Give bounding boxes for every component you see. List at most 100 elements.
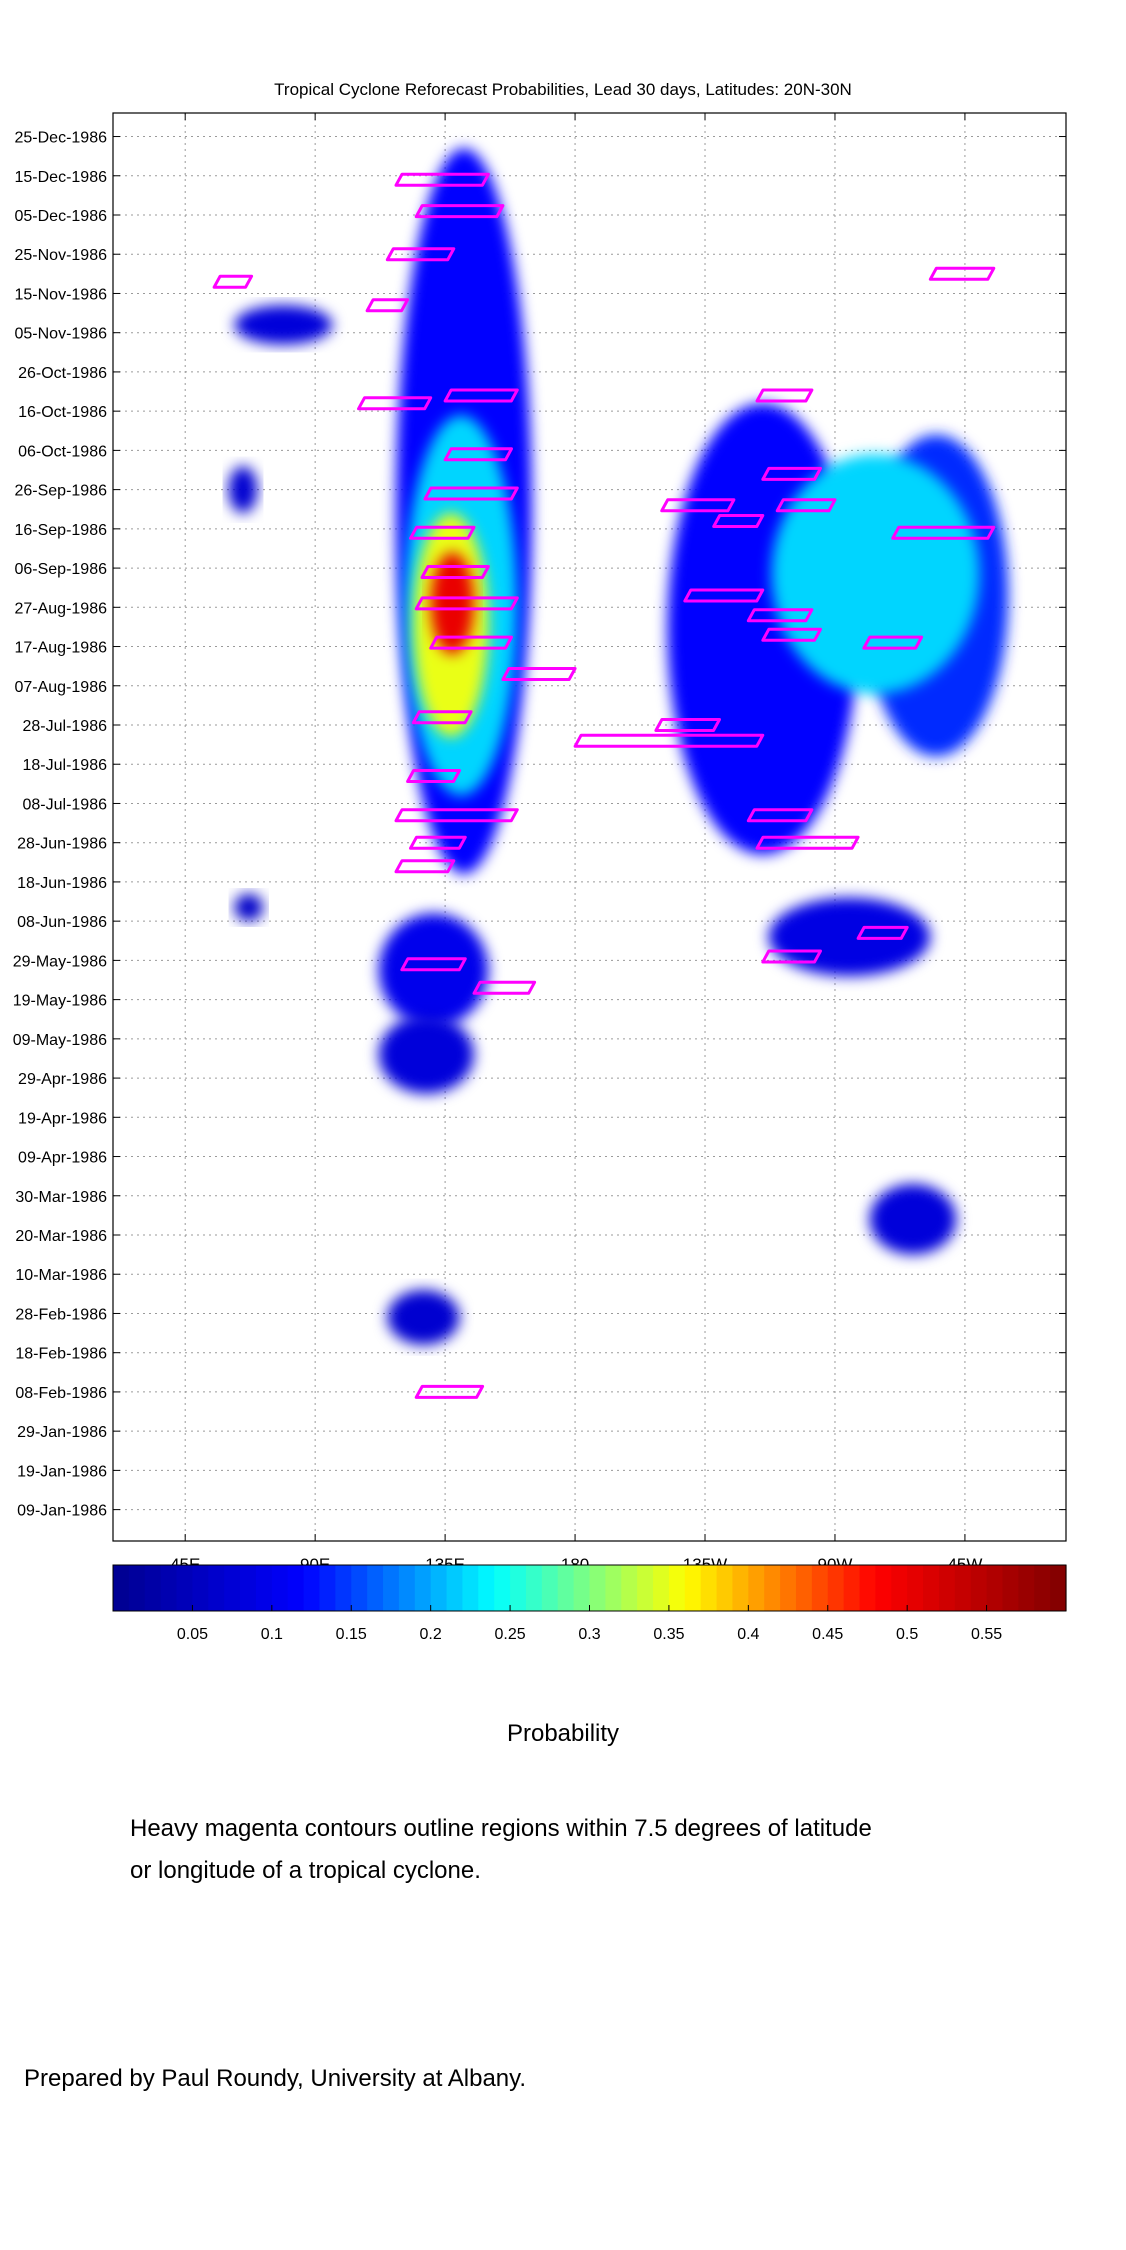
colorbar-segment <box>319 1565 336 1611</box>
colorbar-segment <box>430 1565 448 1611</box>
tc-contour <box>394 859 456 874</box>
y-tick-label: 19-May-1986 <box>13 993 107 1010</box>
probability-region <box>771 454 980 694</box>
y-tick-label: 15-Dec-1986 <box>15 169 108 186</box>
plot-frame <box>112 112 1067 1542</box>
tc-contour <box>928 266 996 281</box>
colorbar-segment <box>113 1565 130 1611</box>
colorbar-segment <box>653 1565 670 1611</box>
y-tick-label: 18-Feb-1986 <box>15 1346 107 1363</box>
colorbar-segment <box>907 1565 924 1611</box>
colorbar-segment <box>668 1565 686 1611</box>
colorbar: 0.05 0.1 0.15 0.2 0.25 0.3 0.35 0.4 0.45 0.5 0.55 <box>112 1564 1067 1643</box>
chart-svg: 45E 90E 135E 180 135W 90W 45W25-Dec-198615-Dec… <box>13 112 1067 1643</box>
colorbar-segment <box>700 1565 718 1611</box>
tc-contour <box>660 498 736 513</box>
colorbar-tick-label: 0.4 <box>737 1626 759 1643</box>
tc-contour <box>365 298 410 313</box>
colorbar-segment <box>128 1565 146 1611</box>
y-tick-label: 18-Jun-1986 <box>17 875 107 892</box>
tc-contour <box>414 1384 485 1399</box>
tc-contour <box>423 486 519 501</box>
colorbar-segment <box>1034 1565 1051 1611</box>
colorbar-tick-label: 0.25 <box>495 1626 526 1643</box>
probability-field <box>228 148 1009 1345</box>
probability-region <box>869 1184 957 1255</box>
colorbar-segment <box>748 1565 765 1611</box>
colorbar-segment <box>1018 1565 1035 1611</box>
colorbar-tick-label: 0.1 <box>261 1626 283 1643</box>
y-tick-label: 15-Nov-1986 <box>15 286 108 303</box>
y-tick-label: 05-Nov-1986 <box>15 326 108 343</box>
tc-contour <box>420 565 490 579</box>
colorbar-segment <box>208 1565 225 1611</box>
colorbar-segment <box>446 1565 464 1611</box>
probability-region <box>387 1289 460 1345</box>
colorbar-segment <box>303 1565 321 1611</box>
y-tick-label: 28-Jul-1986 <box>23 718 108 735</box>
colorbar-segment <box>732 1565 749 1611</box>
colorbar-segment <box>478 1565 495 1611</box>
y-tick-label: 16-Oct-1986 <box>18 404 107 421</box>
y-tick-label: 07-Aug-1986 <box>14 679 107 696</box>
tc-contour <box>856 925 909 940</box>
tc-contour <box>385 247 456 262</box>
y-tick-label: 29-Jan-1986 <box>17 1424 107 1441</box>
tc-contour <box>406 769 461 783</box>
tc-contour <box>400 957 467 972</box>
colorbar-segment <box>716 1565 734 1611</box>
tc-contour <box>761 627 822 642</box>
plot-area <box>113 113 1066 1541</box>
chart-title: Tropical Cyclone Reforecast Probabilitie… <box>274 80 852 99</box>
colorbar-tick-label: 0.15 <box>336 1626 367 1643</box>
tc-contour <box>394 172 490 187</box>
probability-region <box>234 893 264 922</box>
y-tick-label: 18-Jul-1986 <box>23 757 108 774</box>
y-tick-label: 19-Jan-1986 <box>17 1463 107 1480</box>
y-tick-label: 28-Feb-1986 <box>15 1306 107 1323</box>
tc-contour <box>414 204 505 219</box>
colorbar-segment <box>462 1565 479 1611</box>
colorbar-segment <box>335 1565 352 1611</box>
y-tick-label: 17-Aug-1986 <box>14 640 107 657</box>
colorbar-segment <box>398 1565 416 1611</box>
colorbar-tick-label: 0.3 <box>578 1626 600 1643</box>
colorbar-segment <box>144 1565 162 1611</box>
y-tick-label: 16-Sep-1986 <box>14 522 107 539</box>
note-line-2: or longitude of a tropical cyclone. <box>130 1857 481 1884</box>
y-tick-label: 05-Dec-1986 <box>15 208 108 225</box>
colorbar-segment <box>891 1565 908 1611</box>
colorbar-segment <box>255 1565 273 1611</box>
colorbar-segment <box>938 1565 956 1611</box>
colorbar-segment <box>605 1565 622 1611</box>
colorbar-segment <box>557 1565 575 1611</box>
y-tick-label: 19-Apr-1986 <box>18 1110 107 1127</box>
tc-contour <box>443 447 513 462</box>
y-tick-label: 30-Mar-1986 <box>15 1189 107 1206</box>
colorbar-segment <box>160 1565 178 1611</box>
axis-layer: 45E 90E 135E 180 135W 90W 45W25-Dec-198615-Dec… <box>13 113 1066 1574</box>
probability-region <box>228 466 258 514</box>
y-tick-label: 27-Aug-1986 <box>14 600 107 617</box>
tc-contour <box>862 635 924 650</box>
tc-contour <box>712 514 765 528</box>
y-tick-label: 08-Jul-1986 <box>23 796 108 813</box>
y-tick-label: 25-Nov-1986 <box>15 247 108 264</box>
tc-contour <box>746 808 814 823</box>
colorbar-segment <box>414 1565 432 1611</box>
colorbar-segment <box>589 1565 606 1611</box>
colorbar-segment <box>637 1565 654 1611</box>
colorbar-segment <box>176 1565 194 1611</box>
colorbar-segment <box>541 1565 559 1611</box>
colorbar-segment <box>240 1565 257 1611</box>
colorbar-segment <box>827 1565 845 1611</box>
y-tick-label: 26-Oct-1986 <box>18 365 107 382</box>
y-tick-label: 06-Sep-1986 <box>14 561 107 578</box>
tc-contour <box>357 396 433 411</box>
colorbar-segment <box>351 1565 368 1611</box>
y-tick-label: 28-Jun-1986 <box>17 836 107 853</box>
y-tick-label: 09-Jan-1986 <box>17 1503 107 1520</box>
tc-contour <box>409 835 467 850</box>
tc-contour <box>443 388 519 403</box>
